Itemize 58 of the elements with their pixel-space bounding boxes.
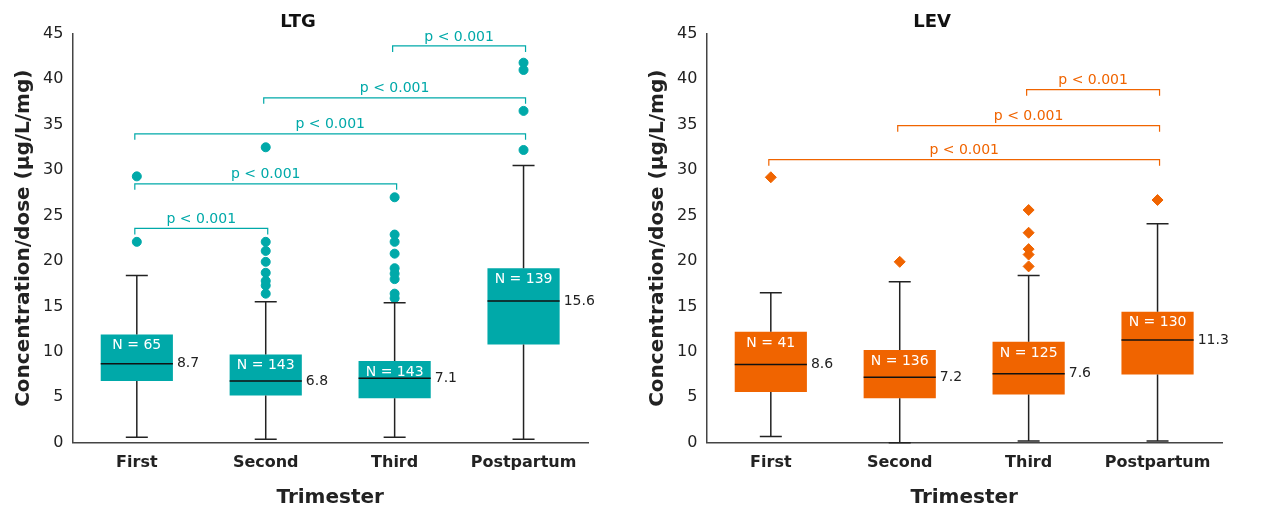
y-tick-label: 10 <box>43 341 64 361</box>
y-tick-label: 40 <box>43 68 64 88</box>
y-axis-title: Concentration/dose (µg/L/mg) <box>644 69 669 407</box>
x-tick-label: Third <box>371 451 419 471</box>
annotation: N = 143 <box>236 356 295 373</box>
annotation: 7.6 <box>1068 364 1092 381</box>
y-tick-label: 35 <box>43 113 64 133</box>
y-tick-label: 15 <box>43 295 64 315</box>
annotation: N = 139 <box>494 269 553 286</box>
y-tick-label: 20 <box>43 250 64 270</box>
annotation: p < 0.001 <box>359 79 430 96</box>
x-tick-label: Third <box>1005 451 1053 471</box>
x-tick-label: Postpartum <box>470 451 577 471</box>
annotation: p < 0.001 <box>1058 71 1128 88</box>
annotation: p < 0.001 <box>230 165 301 182</box>
x-tick-label: Postpartum <box>1104 451 1211 471</box>
y-tick-label: 35 <box>677 113 698 133</box>
annotation: p < 0.001 <box>993 107 1064 124</box>
annotation: 7.1 <box>434 368 457 385</box>
chart-title: LEV <box>913 10 951 32</box>
y-tick-label: 0 <box>53 431 64 451</box>
y-tick-label: 5 <box>53 386 64 406</box>
y-tick-label: 25 <box>43 204 64 224</box>
y-tick-label: 25 <box>677 204 698 224</box>
y-tick-label: 45 <box>677 22 698 42</box>
annotation: N = 41 <box>746 333 796 350</box>
x-axis-title: Trimester <box>910 484 1019 509</box>
annotation: N = 136 <box>870 351 929 368</box>
annotation: 15.6 <box>563 291 595 308</box>
y-axis-title: Concentration/dose (µg/L/mg) <box>10 69 35 407</box>
annotation: 6.8 <box>305 371 329 388</box>
x-tick-label: Second <box>232 451 299 471</box>
x-tick-label: Second <box>866 451 933 471</box>
annotation: 8.6 <box>810 355 834 372</box>
y-tick-label: 40 <box>677 68 698 88</box>
y-tick-label: 0 <box>687 431 698 451</box>
y-tick-label: 15 <box>677 295 698 315</box>
annotation: p < 0.001 <box>424 27 494 44</box>
x-tick-label: First <box>116 451 158 471</box>
annotation: N = 65 <box>112 336 162 353</box>
y-tick-label: 30 <box>677 159 698 179</box>
y-tick-label: 5 <box>687 386 698 406</box>
annotation: 7.2 <box>939 367 963 384</box>
annotation: 11.3 <box>1197 330 1229 347</box>
y-tick-label: 10 <box>677 341 698 361</box>
annotation: N = 130 <box>1128 313 1187 330</box>
annotation: p < 0.001 <box>929 141 999 158</box>
y-tick-label: 45 <box>43 22 64 42</box>
annotation: p < 0.001 <box>295 115 365 132</box>
annotation: p < 0.001 <box>166 210 237 227</box>
x-axis-title: Trimester <box>276 484 385 509</box>
chart-title: LTG <box>280 10 316 32</box>
annotation: N = 125 <box>999 343 1058 360</box>
y-tick-label: 20 <box>677 250 698 270</box>
x-tick-label: First <box>750 451 792 471</box>
annotation: 8.7 <box>176 354 200 371</box>
annotation: N = 143 <box>365 362 424 379</box>
y-tick-label: 30 <box>43 159 64 179</box>
